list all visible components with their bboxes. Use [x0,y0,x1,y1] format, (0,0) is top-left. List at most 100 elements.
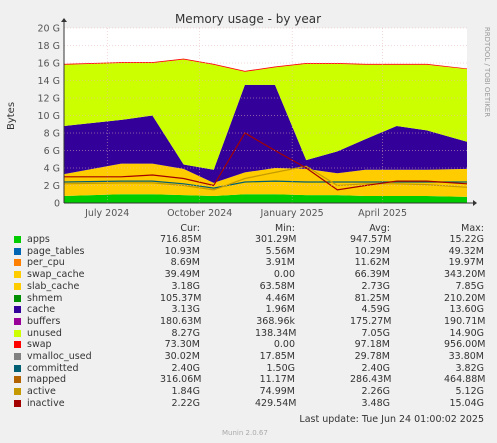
legend-row-page_tables: page_tables 10.93M 5.56M 10.29M 49.32M [14,246,484,258]
legend-value-avg: 4.59G [361,304,390,316]
legend-value-cur: 716.85M [160,234,202,245]
col-header-avg: Avg: [369,223,390,234]
legend-row-committed: committed 2.40G 1.50G 2.40G 3.82G [14,363,484,375]
y-axis-label: Bytes [6,102,17,130]
y-tick-label: 8 G [44,129,60,140]
line-active [63,165,468,191]
x-tick-label: January 2025 [260,208,324,219]
legend-value-avg: 3.48G [361,397,390,409]
legend-value-max: 464.88M [444,374,486,386]
y-tick-label: 20 G [38,24,60,35]
munin-version: Munin 2.0.67 [222,429,268,437]
legend-label: apps [27,234,50,245]
legend-value-avg: 11.62M [354,257,390,269]
chart-title: Memory usage - by year [175,12,321,26]
legend-value-avg: 2.26G [361,386,390,398]
legend-value-avg: 7.05G [361,327,390,339]
legend-row-active: active 1.84G 74.99M 2.26G 5.12G [14,386,484,398]
legend-label: inactive [27,397,65,409]
legend-value-avg: 81.25M [354,292,390,304]
legend-value-cur: 39.49M [164,269,200,281]
legend-row-unused: unused 8.27G 138.34M 7.05G 14.90G [14,328,484,340]
legend-value-max: 210.20M [444,292,486,304]
legend-value-cur: 2.40G [171,362,200,374]
legend-row-mapped: mapped 316.06M 11.17M 286.43M 464.88M [14,374,486,386]
legend-row-per_cpu: per_cpu 8.69M 3.91M 11.62M 19.97M [14,257,484,269]
legend-label: page_tables [27,245,85,257]
legend-row-inactive: inactive 2.22G 429.54M 3.48G 15.04G [14,398,484,410]
col-header-min: Min: [274,223,295,234]
legend-value-max: 5.12G [455,386,484,398]
legend-value-max: 49.32M [448,245,484,257]
legend-swatch [14,399,21,407]
legend-value-min: 138.34M [255,327,297,339]
legend-swatch [14,341,21,349]
legend-value-cur: 2.22G [171,397,200,409]
y-tick-label: 16 G [38,59,60,70]
legend-value-max: 33.80M [448,351,484,362]
legend-value-avg: 10.29M [354,245,390,257]
col-header-cur: Cur: [180,223,200,234]
legend-value-min: 63.58M [259,280,295,292]
legend-label: mapped [27,374,67,386]
legend-value-max: 15.04G [449,397,484,409]
legend-value-min: 4.46M [265,292,295,304]
area-unused [64,59,467,170]
legend-value-cur: 73.30M [164,339,200,351]
legend-value-max: 15.22G [449,234,484,245]
legend-value-avg: 175.27M [350,315,392,327]
axis-layer: 0 2 G 4 G 6 G 8 G 10 G 12 G 14 G 16 G 18 G 20 G Jul… [38,18,477,219]
legend-label: shmem [27,292,63,304]
legend-swatch [14,364,21,372]
legend-value-cur: 105.37M [160,292,202,304]
legend-value-avg: 66.39M [354,269,390,281]
legend-label: per_cpu [27,257,65,269]
x-tick-label: July 2024 [84,208,129,219]
legend-label: slab_cache [27,280,80,292]
legend-value-max: 956.00M [444,339,486,351]
legend-label: unused [27,327,62,339]
legend-row-buffers: buffers 180.63M 368.96k 175.27M 190.71M [14,315,485,328]
legend-value-max: 343.20M [444,269,486,281]
x-axis-arrow [473,200,477,206]
y-tick-label: 10 G [38,111,60,122]
legend-value-max: 13.60G [449,304,484,316]
legend-value-cur: 1.84G [171,386,200,398]
legend-label: swap_cache [27,269,85,281]
y-tick-label: 14 G [38,76,60,87]
legend-value-min: 74.99M [259,386,295,398]
legend-row-shmem: shmem 105.37M 4.46M 81.25M 210.20M [14,292,486,305]
grid-layer [64,27,467,203]
legend-row-cache: cache 3.13G 1.96M 4.59G 13.60G [14,304,484,316]
legend-value-min: 17.85M [259,351,295,362]
legend-value-max: 19.97M [448,257,484,269]
area-layer [63,58,468,203]
legend-label: cache [27,304,56,316]
legend-swatch [14,353,21,360]
y-tick-label: 4 G [44,164,60,175]
legend-value-avg: 29.78M [354,351,390,362]
legend-value-avg: 286.43M [350,374,392,386]
legend-value-max: 14.90G [449,327,484,339]
x-tick-label: April 2025 [358,208,407,219]
legend-swatch [14,294,21,302]
legend-value-min: 429.54M [255,397,297,409]
legend-label: buffers [27,315,61,327]
legend-swatch [14,317,21,325]
legend-value-min: 11.17M [259,374,295,386]
y-tick-label: 12 G [38,94,60,105]
legend-row-swap_cache: swap_cache 39.49M 0.00 66.39M 343.20M [14,269,486,281]
legend-value-min: 1.96M [265,304,295,316]
y-tick-label: 2 G [44,181,60,192]
legend-swatch [14,236,21,243]
legend-swatch [14,306,21,314]
legend-row-swap: swap 73.30M 0.00 97.18M 956.00M [14,339,486,351]
legend-value-cur: 10.93M [164,245,200,257]
legend-value-min: 0.00 [273,339,295,351]
legend-swatch [14,271,21,279]
legend-label: vmalloc_used [27,351,92,362]
legend-value-min: 5.56M [265,245,295,257]
legend-value-min: 1.50G [266,362,295,374]
area-cache [64,84,467,183]
